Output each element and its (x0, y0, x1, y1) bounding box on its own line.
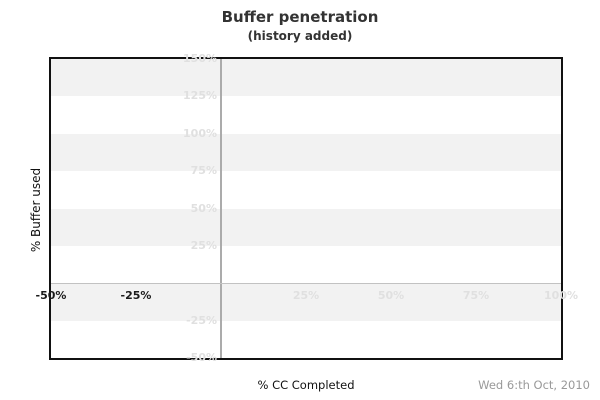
plot-shaded-band (51, 283, 561, 321)
x-tick-label: 75% (462, 289, 490, 303)
zero-line-vertical (220, 59, 222, 358)
y-axis-title: % Buffer used (29, 167, 43, 253)
x-tick-label: -50% (35, 289, 67, 303)
plot-shaded-band (51, 59, 561, 97)
zero-line-horizontal (51, 282, 561, 284)
y-tick-label: 150% (183, 52, 217, 65)
x-axis-title: % CC Completed (257, 378, 355, 392)
x-tick-label: -25% (120, 289, 152, 303)
y-tick-label: 25% (190, 238, 217, 252)
y-tick-label: 50% (190, 201, 217, 215)
plot-shaded-band (51, 208, 561, 246)
chart-title: Buffer penetration (221, 8, 379, 26)
y-tick-label: -50% (186, 351, 217, 364)
plot-area: 150% 125% 100% 75% 50% 25% -25% -50% -50% -25% 25%… (36, 52, 578, 364)
x-tick-label: 25% (292, 289, 320, 303)
x-tick-label: 100% (544, 289, 578, 303)
x-tick-label: 50% (377, 289, 405, 303)
y-tick-label: -25% (186, 313, 217, 327)
footer-date: Wed 6:th Oct, 2010 (478, 378, 590, 392)
y-tick-label: 100% (183, 126, 217, 140)
y-tick-label: 75% (190, 164, 217, 178)
chart-subtitle: (history added) (247, 29, 353, 43)
y-tick-label: 125% (183, 89, 217, 103)
plot-shaded-band (51, 133, 561, 172)
